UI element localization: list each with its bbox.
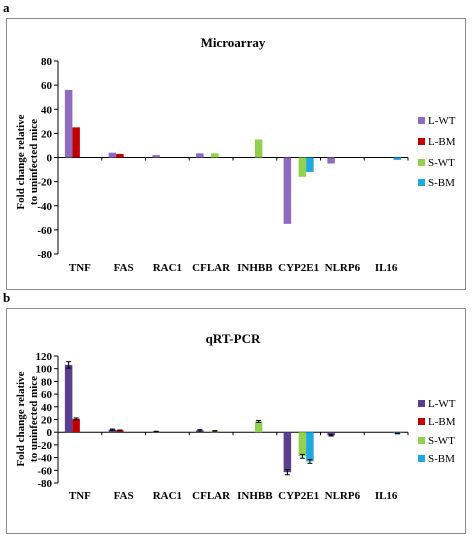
y-tick-label: -80 (37, 249, 52, 261)
y-tick-label: -20 (37, 177, 52, 189)
category-label: CFLAR (192, 262, 231, 274)
y-tick-label: 100 (36, 364, 53, 376)
bar-l-wt-tnf (64, 364, 73, 433)
y-tick-label: 20 (41, 128, 53, 140)
bar-s-bm-cyp2e1 (306, 432, 314, 462)
y-tick-label: 60 (41, 389, 53, 401)
y-axis-label-line: Fold change relative (15, 371, 27, 466)
chart-title: qRT-PCR (206, 331, 261, 346)
bar-l-bm-fas (116, 430, 124, 433)
y-tick-label: 40 (41, 402, 53, 414)
category-label: TNF (69, 262, 91, 274)
category-label: CYP2E1 (278, 262, 319, 274)
legend-label: S-WT (428, 157, 455, 169)
y-axis-label-line: to uninfected mice (28, 376, 40, 462)
y-tick-label: -20 (37, 440, 52, 452)
category-label: IL16 (375, 262, 398, 274)
category-label: IL16 (375, 490, 398, 502)
legend-label: S-BM (428, 177, 455, 189)
y-tick-label: -60 (37, 225, 52, 237)
y-tick-label: 60 (41, 80, 53, 92)
bar-l-wt-rac1 (152, 155, 160, 158)
y-tick-label: 80 (41, 376, 53, 388)
legend-label: L-BM (428, 136, 456, 148)
bar-s-wt-cflar (211, 153, 219, 158)
bar-l-wt-fas (108, 429, 117, 433)
legend-label: S-BM (428, 453, 455, 465)
legend-swatch (418, 418, 425, 425)
y-tick-label: -40 (37, 453, 52, 465)
bar-l-wt-cflar (196, 153, 204, 158)
bar-l-wt-cyp2e1 (283, 157, 292, 224)
chart-panel-a (6, 18, 466, 290)
y-tick-label: -40 (37, 201, 52, 213)
category-label: FAS (114, 262, 134, 274)
chart-title: Microarray (201, 35, 266, 50)
y-tick-label: 0 (47, 427, 53, 439)
bar-s-wt-cyp2e1 (298, 432, 307, 457)
bar-s-wt-cyp2e1 (298, 157, 307, 177)
y-axis-label-line: Fold change relative (15, 114, 27, 209)
category-label: RAC1 (153, 262, 182, 274)
bar-l-bm-fas (116, 153, 124, 158)
legend-swatch (418, 138, 425, 145)
category-label: NLRP6 (325, 490, 361, 502)
legend-label: L-WT (428, 115, 456, 127)
bar-s-bm-cyp2e1 (306, 157, 314, 172)
chart-panel-b (6, 308, 466, 534)
legend-swatch (418, 117, 425, 124)
legend-label: L-BM (428, 416, 456, 428)
legend-label: S-WT (428, 435, 455, 447)
bar-s-wt-inhbb (254, 139, 263, 158)
bar-l-wt-nlrp6 (327, 432, 335, 436)
category-label: INHBB (237, 490, 273, 502)
legend-swatch (418, 437, 425, 444)
bar-l-wt-tnf (64, 89, 73, 158)
legend-swatch (418, 400, 425, 407)
y-axis-label: Fold change relativeto uninfected mice (15, 114, 40, 209)
category-label: NLRP6 (325, 262, 361, 274)
legend-swatch (418, 159, 425, 166)
y-tick-label: -60 (37, 465, 52, 477)
panel-label-b: b (3, 290, 11, 305)
bar-l-wt-nlrp6 (327, 157, 335, 164)
category-label: CFLAR (192, 490, 231, 502)
bar-s-wt-inhbb (254, 421, 263, 433)
y-tick-label: 40 (41, 104, 53, 116)
bar-l-wt-fas (108, 152, 117, 158)
legend-label: L-WT (428, 398, 456, 410)
legend-swatch (418, 179, 425, 186)
chart-a-content: Microarray 80 60 40 20 0 -20 -40 -60 -80 Fold chan… (15, 35, 456, 274)
y-tick-label: 20 (41, 415, 53, 427)
y-axis-label-line: to uninfected mice (28, 119, 40, 205)
category-label: INHBB (237, 262, 273, 274)
category-label: FAS (114, 490, 134, 502)
category-label: CYP2E1 (278, 490, 319, 502)
bar-l-wt-cyp2e1 (283, 432, 292, 473)
y-tick-label: 120 (36, 351, 53, 363)
legend-swatch (418, 455, 425, 462)
bar-l-bm-tnf (72, 127, 80, 158)
y-tick-label: 0 (47, 153, 53, 165)
panel-label-a: a (3, 0, 10, 15)
bar-l-bm-tnf (72, 418, 80, 433)
y-tick-label: 80 (41, 56, 53, 68)
y-axis-label: Fold change relativeto uninfected mice (15, 371, 40, 466)
category-label: RAC1 (153, 490, 182, 502)
category-label: TNF (69, 490, 91, 502)
y-tick-label: -80 (37, 478, 52, 490)
bar-s-bm-il16 (393, 157, 402, 160)
